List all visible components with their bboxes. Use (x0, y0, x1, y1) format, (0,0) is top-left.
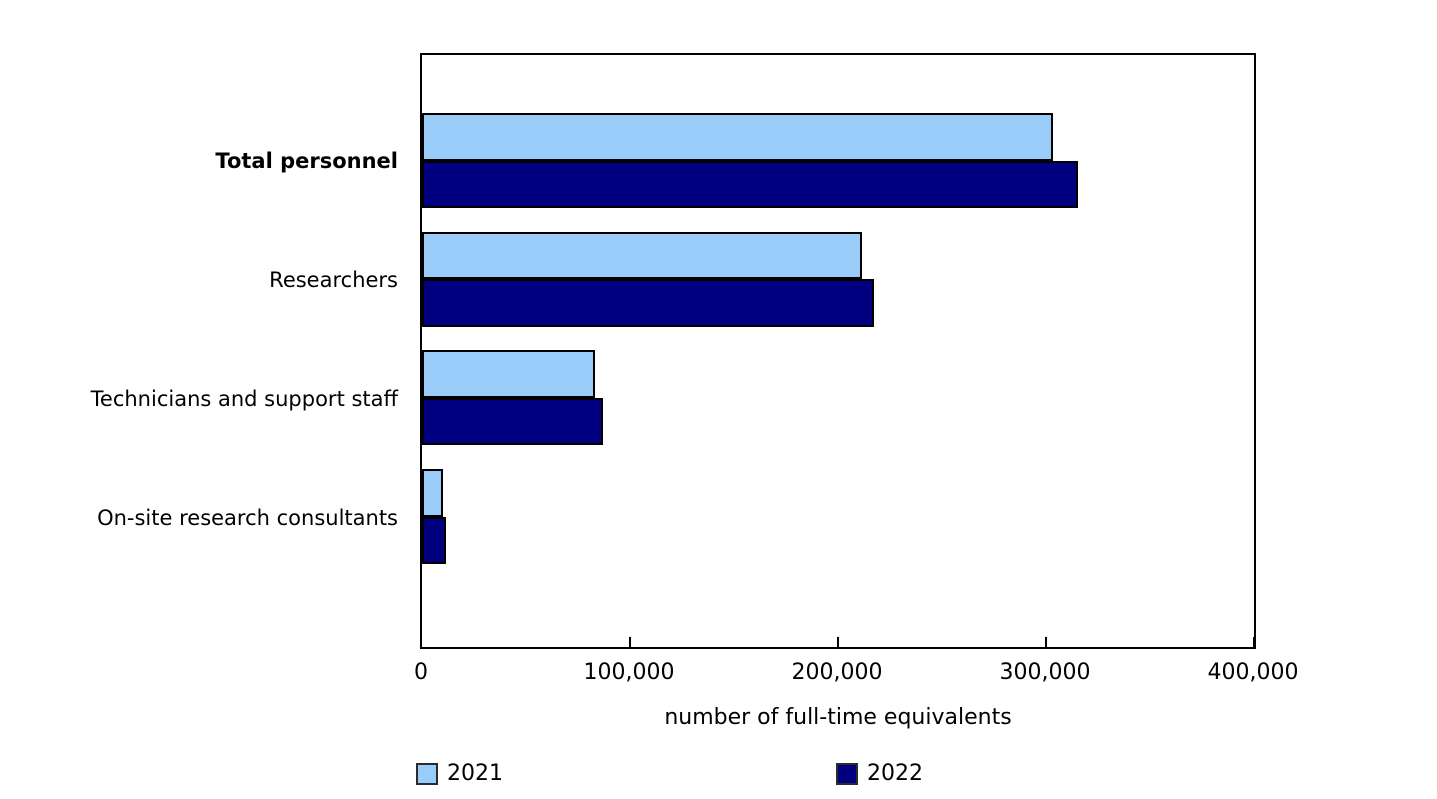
x-tick-400000 (1253, 637, 1255, 647)
x-tick-label-400000: 400,000 (1207, 660, 1299, 685)
bar-2022-on-site-research-consultants (422, 516, 446, 565)
x-tick-label-200000: 200,000 (791, 660, 883, 685)
legend-item-2022: 2022 (836, 761, 923, 787)
bar-2021-researchers (422, 231, 862, 280)
category-label-total-personnel: Total personnel (215, 148, 398, 173)
plot-area (420, 53, 1256, 649)
x-tick-300000 (1045, 637, 1047, 647)
legend-label-2021: 2021 (447, 761, 503, 786)
bar-2021-total-personnel (422, 113, 1054, 161)
x-tick-label-100000: 100,000 (583, 660, 675, 685)
bar-2021-technicians-and-support-staff (422, 350, 595, 398)
category-label-technicians-and-support-staff: Technicians and support staff (90, 386, 398, 411)
bar-2022-technicians-and-support-staff (422, 397, 603, 446)
x-tick-label-300000: 300,000 (999, 660, 1091, 685)
x-tick-200000 (837, 637, 839, 647)
category-label-researchers: Researchers (269, 267, 398, 292)
legend-swatch-2021 (416, 763, 438, 785)
legend-item-2021: 2021 (416, 761, 503, 787)
x-axis-title: number of full-time equivalents (664, 705, 1012, 730)
bar-2022-researchers (422, 279, 875, 327)
bar-2022-total-personnel (422, 160, 1079, 208)
category-label-on-site-research-consultants: On-site research consultants (97, 505, 398, 530)
legend-swatch-2022 (836, 763, 858, 785)
x-tick-label-0: 0 (414, 660, 428, 685)
x-tick-100000 (629, 637, 631, 647)
legend-label-2022: 2022 (867, 761, 923, 786)
bar-2021-on-site-research-consultants (422, 469, 443, 517)
